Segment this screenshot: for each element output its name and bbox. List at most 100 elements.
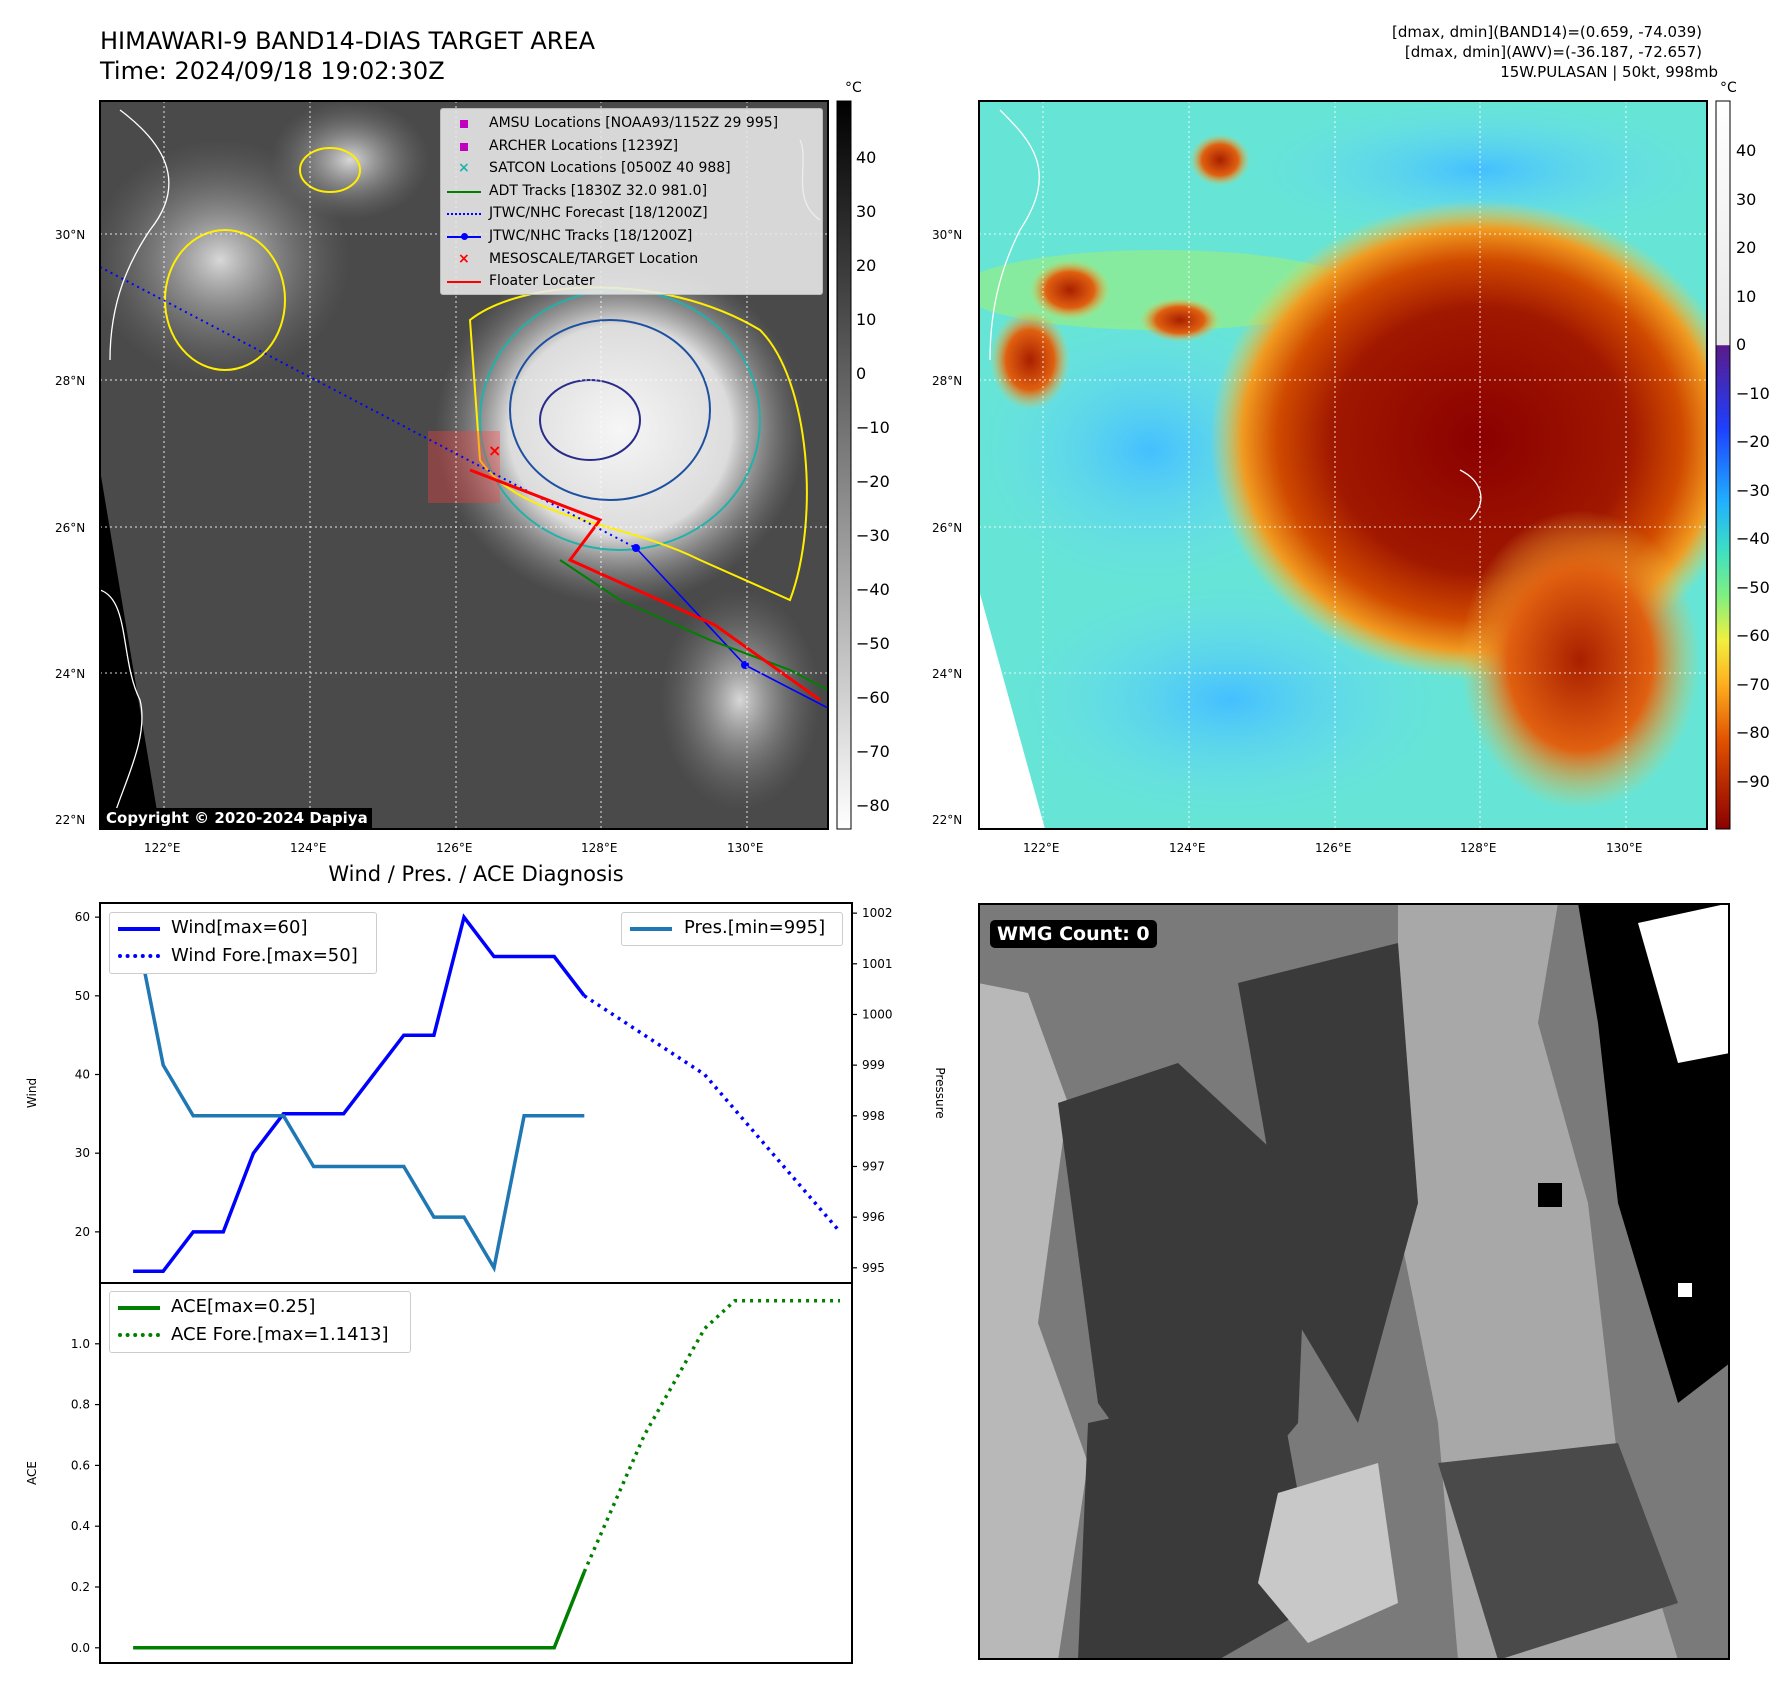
moisture-cell <box>990 310 1070 410</box>
contour-line <box>299 147 361 193</box>
contour-line <box>509 319 711 501</box>
copyright-label: Copyright © 2020-2024 Dapiya <box>102 808 372 828</box>
blue-dotted-line-icon <box>118 954 160 958</box>
series-line <box>133 1571 586 1650</box>
cloud-cluster <box>100 140 350 380</box>
series-line <box>582 1299 840 1573</box>
legend-label: SATCON Locations [0500Z 40 988] <box>489 160 731 177</box>
teal-x-icon: × <box>458 160 470 177</box>
wmg-light-region <box>1258 1463 1398 1643</box>
y-tick-label: 0.0 <box>71 1641 90 1655</box>
colorbar-tick: −60 <box>1736 626 1770 645</box>
green-dotted-line-icon <box>118 1333 160 1337</box>
y-tick-label: 50 <box>75 989 90 1003</box>
lat-label: 24°N <box>55 667 86 681</box>
lat-label: 26°N <box>932 521 963 535</box>
legend-label: MESOSCALE/TARGET Location <box>489 250 699 267</box>
colorbar-tick: −10 <box>1736 384 1770 403</box>
moisture-cell <box>1190 134 1250 186</box>
legend-label: JTWC/NHC Forecast [18/1200Z] <box>489 205 708 222</box>
map-legend: AMSU Locations [NOAA93/1152Z 29 995] ARC… <box>440 108 823 295</box>
wmg-white-cell <box>1678 1283 1692 1297</box>
lon-label: 122°E <box>144 841 181 855</box>
y2-tick-label: 1002 <box>862 906 893 920</box>
cloud-cluster <box>270 101 430 220</box>
awv-map-panel <box>978 100 1731 830</box>
legend-label: ADT Tracks [1830Z 32.0 981.0] <box>489 182 708 199</box>
colorbar-tick: 0 <box>1736 335 1747 354</box>
band14-stat: [dmax, dmin](BAND14)=(0.659, -74.039) <box>1391 23 1702 41</box>
legend-item-jtwc-tracks: JTWC/NHC Tracks [18/1200Z] <box>441 225 822 248</box>
lat-label: 24°N <box>932 667 963 681</box>
legend-item-archer: ARCHER Locations [1239Z] <box>441 135 822 158</box>
lat-label: 28°N <box>932 374 963 388</box>
lon-label: 130°E <box>1606 841 1643 855</box>
legend-label: Pres.[min=995] <box>684 917 826 938</box>
jtwc-forecast-track <box>100 266 637 549</box>
lat-label: 28°N <box>55 374 86 388</box>
lon-label: 124°E <box>1169 841 1206 855</box>
colorbar-unit: °C <box>1720 80 1737 96</box>
colorbar-tick: 40 <box>1736 141 1757 160</box>
lon-label: 128°E <box>1460 841 1497 855</box>
legend-label: ARCHER Locations [1239Z] <box>489 137 679 154</box>
coastline <box>100 589 143 829</box>
lat-label: 22°N <box>932 813 963 827</box>
ace-axis-label: ACE <box>25 1461 39 1485</box>
y-tick-label: 0.8 <box>71 1398 90 1412</box>
ace-marks: 0.0 0.2 0.4 0.6 0.8 1.0 <box>71 1299 840 1655</box>
wmg-black-cell <box>1538 1183 1562 1207</box>
colorbar-tick: −20 <box>856 472 890 491</box>
map-gridlines <box>979 101 1707 829</box>
y-tick-label: 40 <box>75 1068 90 1082</box>
legend-label: Wind Fore.[max=50] <box>171 945 358 966</box>
coastline <box>109 109 170 361</box>
legend-label: ACE Fore.[max=1.1413] <box>171 1324 389 1345</box>
steel-blue-line-icon <box>630 927 672 931</box>
colorbar-unit: °C <box>845 80 862 96</box>
magenta-square-icon <box>460 120 468 128</box>
mesoscale-target-marker: × <box>488 441 501 460</box>
legend-item-floater: Floater Locater <box>441 270 822 293</box>
legend-item-adt: ADT Tracks [1830Z 32.0 981.0] <box>441 180 822 203</box>
colorbar-tick: −40 <box>856 580 890 599</box>
wind-legend: Wind[max=60] Wind Fore.[max=50] <box>109 912 377 974</box>
wmg-count-badge: WMG Count: 0 <box>990 920 1157 948</box>
mesoscale-target-box <box>428 431 500 503</box>
series-line <box>583 994 842 1234</box>
awv-map-frame <box>978 100 1708 830</box>
colorbar-tick: −30 <box>856 526 890 545</box>
y-tick-label: 20 <box>75 1225 90 1239</box>
green-line-icon <box>118 1306 160 1310</box>
diagnosis-chart: 20 30 40 50 60 995 996 997 998 999 1000 1001 1002 0.… <box>25 902 947 1664</box>
lon-label: 130°E <box>727 841 764 855</box>
legend-item-amsu: AMSU Locations [NOAA93/1152Z 29 995] <box>441 112 822 135</box>
blue-line-icon <box>118 927 160 931</box>
red-x-icon: × <box>458 250 470 267</box>
colorbar-tick: 30 <box>856 202 877 221</box>
y-tick-label: 60 <box>75 910 90 924</box>
y2-tick-label: 996 <box>862 1210 885 1224</box>
legend-item-wind-forecast: Wind Fore.[max=50] <box>110 942 376 970</box>
legend-label: Wind[max=60] <box>171 917 308 938</box>
colorbar-tick: −60 <box>856 688 890 707</box>
lat-label: 30°N <box>932 228 963 242</box>
jtwc-track-point <box>741 661 749 669</box>
y-tick-label: 0.6 <box>71 1458 90 1472</box>
blue-dot-icon <box>461 232 468 240</box>
magenta-square-icon <box>460 142 468 151</box>
jtwc-track-point <box>632 544 640 552</box>
colorbar-tick: −90 <box>1736 772 1770 791</box>
lon-label: 124°E <box>290 841 327 855</box>
colorbar-tick: −80 <box>856 796 890 815</box>
band14-colorbar-ticks: 40 30 20 10 0 −10 −20 −30 −40 −50 −60 −7… <box>856 101 896 829</box>
wmg-frame <box>978 903 1730 1660</box>
storm-info: 15W.PULASAN | 50kt, 998mb <box>1500 63 1718 81</box>
lat-label: 30°N <box>55 228 86 242</box>
legend-item-mesoscale: × MESOSCALE/TARGET Location <box>441 248 822 271</box>
legend-label: Floater Locater <box>489 273 595 290</box>
awv-colorbar-ticks: 40 30 20 10 0 −10 −20 −30 −40 −50 −60 −7… <box>1736 101 1776 829</box>
y-tick-label: 30 <box>75 1146 90 1160</box>
blue-dotted-line-icon <box>447 213 481 216</box>
no-data-region <box>979 590 1045 829</box>
